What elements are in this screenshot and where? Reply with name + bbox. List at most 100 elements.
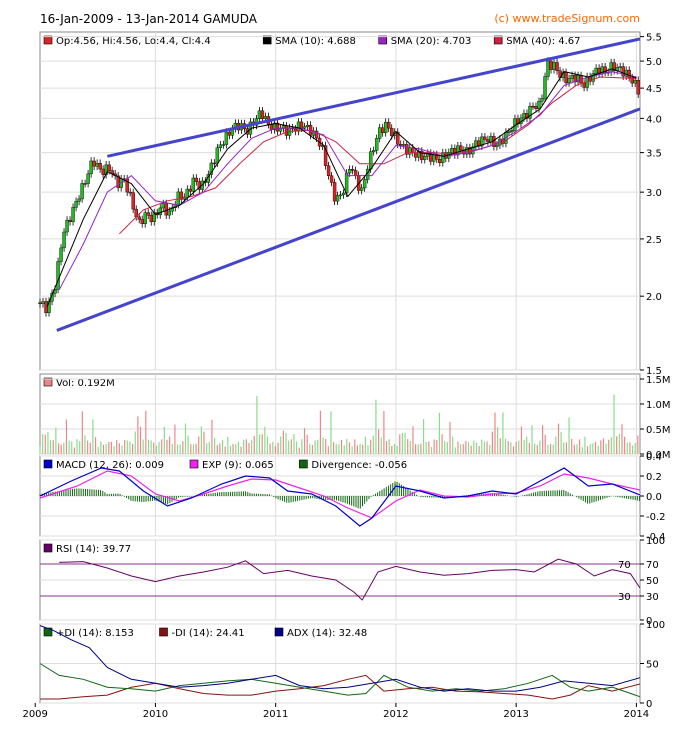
price-candle-body [161,203,165,209]
price-y-tick-label: 3.0 [646,188,662,199]
price-candle-body [386,121,391,129]
price-candle-body [83,183,87,185]
price-candle-body [77,198,81,202]
volume-legend-swatch [43,377,53,387]
volume-y-tick-label: 1.5M [646,375,671,386]
price-candle-body [98,163,102,170]
price-candle-body [74,201,78,208]
dmi-legend-swatch [274,627,284,637]
price-candle-body [296,121,301,132]
rsi-guide-label: 70 [618,560,631,571]
price-candle-body [209,162,214,175]
sma20-line [58,71,637,291]
price-candle-body [89,160,93,175]
rsi-legend-label: RSI (14): 39.77 [56,544,131,555]
price-candle-body [362,179,367,189]
plus-di-line [39,663,641,698]
price-candle-body [603,66,607,73]
sma10-line [46,68,637,307]
price-y-tick-label: 4.0 [646,114,662,125]
macd-line [39,467,641,527]
price-legend-swatch [493,35,503,45]
price-candle-body [591,73,595,82]
price-candle-body [627,69,631,78]
chart-title: 16-Jan-2009 - 13-Jan-2014 GAMUDA [40,12,257,26]
price-legend-label: SMA (20): 4.703 [391,36,472,47]
price-candle-body [543,76,547,99]
price-candle-body [44,301,48,313]
trendline-upper [107,37,641,158]
price-candle-body [374,138,379,151]
price-candle-body [305,124,310,127]
price-panel-frame [39,31,641,371]
price-candle-body [188,188,193,192]
price-candle-body [540,97,544,102]
price-candle-body [329,175,334,183]
price-candle-body [68,219,72,222]
price-candle-body [158,207,162,216]
price-candle-body [62,231,66,249]
x-tick-label: 2013 [503,709,528,720]
volume-y-tick-label: 0.5M [646,425,671,436]
adx-line [39,625,641,692]
price-candle-body [221,144,226,146]
rsi-guide-label: 30 [618,592,631,603]
price-candle-body [263,116,268,119]
price-candle-body [534,106,538,109]
price-candle-body [594,67,598,74]
price-y-tick-label: 1.5 [646,366,662,377]
x-tick-label: 2012 [383,709,408,720]
price-candle-body [227,131,232,136]
price-legend-swatch [262,35,272,45]
price-candle-body [299,121,304,129]
price-candle-body [537,101,541,109]
price-y-tick-label: 4.5 [646,84,662,95]
price-candle-body [224,131,229,145]
volume-y-tick-label: 0.0M [646,450,671,461]
price-candle-body [564,72,568,84]
price-candle-body [377,127,382,139]
price-candle-body [41,301,45,304]
macd-legend-swatch [43,459,53,469]
macd-y-tick-label: 0.4 [646,452,662,463]
price-candle-body [507,131,511,134]
price-candle-body [179,191,183,200]
x-tick-label: 2011 [263,709,288,720]
macd-y-tick-label: 0.2 [646,472,662,483]
rsi-y-tick-label: 70 [646,560,659,571]
price-candle-body [191,177,196,192]
price-candle-body [459,145,463,151]
price-candle-body [56,261,60,290]
price-candle-body [131,192,135,210]
price-candle-body [456,145,460,156]
price-candle-body [359,187,364,191]
price-candle-body [149,215,153,222]
price-candle-body [552,62,556,70]
macd-legend-label: EXP (9): 0.065 [202,460,274,471]
price-candle-body [59,247,63,262]
price-candle-body [65,219,69,233]
dmi-legend-label: +DI (14): 8.153 [56,628,134,639]
copyright-label: (c) www.tradeSignum.com [494,12,640,25]
macd-legend-label: MACD (12, 26): 0.009 [56,460,164,471]
price-candle-body [86,173,90,184]
price-candle-body [546,60,550,77]
price-candle-body [423,156,427,160]
rsi-y-tick-label: 0 [646,616,652,627]
price-candle-body [80,183,84,200]
price-candle-body [314,130,319,139]
price-candle-body [335,195,340,202]
price-candle-body [570,75,574,79]
price-legend-label: Op:4.56, Hi:4.56, Lo:4.4, Cl:4.4 [56,36,211,47]
price-candle-body [95,163,99,167]
price-candle-body [185,188,189,198]
price-candle-body [528,105,532,119]
price-candle-body [101,168,105,175]
price-candle-body [495,144,499,147]
price-candle-body [555,62,559,71]
price-candle-body [636,79,640,95]
price-candle-body [390,127,394,136]
price-candle-body [323,145,328,166]
macd-legend-swatch [189,459,199,469]
price-candle-body [50,293,54,302]
